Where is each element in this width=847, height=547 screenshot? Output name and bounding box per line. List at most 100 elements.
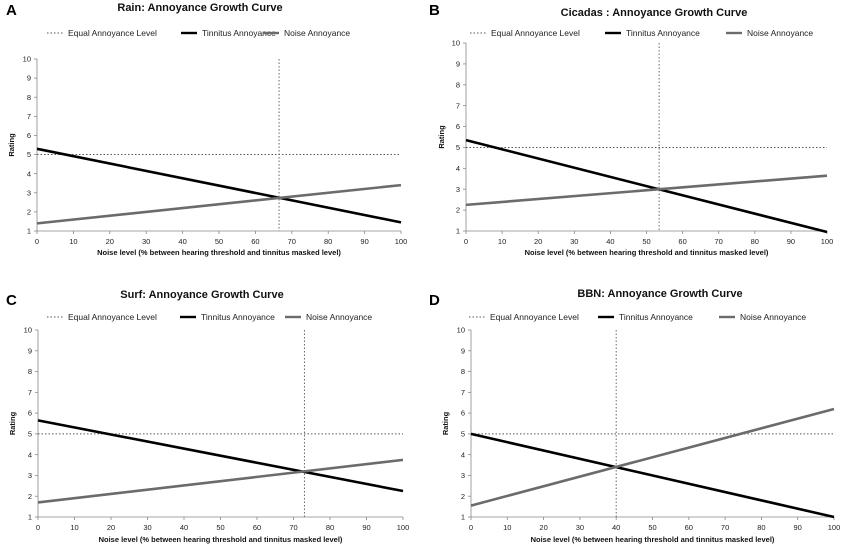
- legend-label-equal-annoyance: Equal Annoyance Level: [68, 312, 157, 322]
- chart-title: Cicadas : Annoyance Growth Curve: [561, 7, 748, 19]
- y-tick-label: 9: [28, 346, 32, 355]
- x-tick-label: 90: [360, 237, 368, 246]
- panel-letter: A: [6, 2, 17, 19]
- y-tick-label: 1: [461, 513, 465, 522]
- x-tick-label: 60: [253, 523, 261, 532]
- y-tick-label: 3: [28, 471, 32, 480]
- panel-letter: D: [429, 292, 440, 309]
- panel-letter: C: [6, 292, 17, 309]
- y-tick-label: 2: [28, 492, 32, 501]
- y-axis-label: Rating: [441, 411, 450, 435]
- y-tick-label: 7: [461, 388, 465, 397]
- series-line-tinnitus-annoyance: [37, 419, 404, 493]
- x-tick-label: 80: [326, 523, 334, 532]
- y-tick-label: 5: [28, 429, 32, 438]
- series-line-tinnitus-annoyance: [36, 147, 402, 224]
- x-tick-label: 70: [715, 237, 723, 246]
- x-tick-label: 10: [503, 523, 511, 532]
- y-tick-label: 7: [28, 388, 32, 397]
- panel-letter: B: [429, 2, 440, 19]
- x-tick-label: 100: [397, 523, 410, 532]
- x-tick-label: 80: [324, 237, 332, 246]
- x-tick-label: 20: [106, 237, 114, 246]
- x-tick-label: 20: [539, 523, 547, 532]
- y-tick-label: 4: [456, 164, 460, 173]
- x-tick-label: 50: [642, 237, 650, 246]
- y-tick-label: 3: [461, 471, 465, 480]
- y-axis-label: Rating: [7, 133, 16, 157]
- x-tick-label: 50: [648, 523, 656, 532]
- legend-label-tinnitus-annoyance: Tinnitus Annoyance: [202, 28, 276, 38]
- y-tick-label: 9: [461, 346, 465, 355]
- x-tick-label: 40: [178, 237, 186, 246]
- y-tick-label: 4: [461, 450, 465, 459]
- legend-label-equal-annoyance: Equal Annoyance Level: [491, 28, 580, 38]
- x-tick-label: 30: [143, 523, 151, 532]
- x-tick-label: 10: [69, 237, 77, 246]
- x-tick-label: 0: [36, 523, 40, 532]
- y-tick-label: 5: [461, 429, 465, 438]
- y-tick-label: 1: [28, 513, 32, 522]
- x-tick-label: 100: [395, 237, 408, 246]
- y-tick-label: 2: [461, 492, 465, 501]
- chart-title: Rain: Annoyance Growth Curve: [117, 2, 282, 14]
- x-axis-label: Noise level (% between hearing threshold…: [97, 248, 341, 257]
- x-tick-label: 0: [35, 237, 39, 246]
- y-tick-label: 8: [28, 367, 32, 376]
- y-tick-label: 10: [24, 326, 32, 335]
- x-tick-label: 30: [142, 237, 150, 246]
- legend-label-noise-annoyance: Noise Annoyance: [747, 28, 813, 38]
- legend-label-noise-annoyance: Noise Annoyance: [740, 312, 806, 322]
- y-tick-label: 5: [456, 143, 460, 152]
- x-tick-label: 40: [612, 523, 620, 532]
- x-tick-label: 10: [498, 237, 506, 246]
- y-axis-label: Rating: [8, 411, 17, 435]
- legend-label-noise-annoyance: Noise Annoyance: [306, 312, 372, 322]
- x-axis-label: Noise level (% between hearing threshold…: [99, 535, 343, 544]
- y-tick-label: 8: [27, 93, 31, 102]
- y-tick-label: 6: [27, 131, 31, 140]
- x-tick-label: 30: [570, 237, 578, 246]
- panel-b: B Cicadas : Annoyance Growth Curve Equal A…: [429, 2, 833, 257]
- y-tick-label: 7: [27, 112, 31, 121]
- legend-label-noise-annoyance: Noise Annoyance: [284, 28, 350, 38]
- series-line-noise-annoyance: [36, 183, 402, 225]
- x-tick-label: 90: [794, 523, 802, 532]
- panel-a: A Rain: Annoyance Growth Curve Equal Annoy…: [6, 2, 407, 257]
- series-line-noise-annoyance: [465, 174, 828, 207]
- y-axis-label: Rating: [437, 125, 446, 149]
- series-line-noise-annoyance: [37, 458, 404, 504]
- x-tick-label: 70: [288, 237, 296, 246]
- y-tick-label: 1: [27, 227, 31, 236]
- series-line-tinnitus-annoyance: [465, 138, 828, 234]
- y-tick-label: 6: [28, 409, 32, 418]
- x-tick-label: 90: [787, 237, 795, 246]
- x-tick-label: 80: [751, 237, 759, 246]
- y-tick-label: 2: [27, 207, 31, 216]
- y-tick-label: 8: [456, 80, 460, 89]
- y-tick-label: 4: [28, 450, 32, 459]
- x-tick-label: 60: [251, 237, 259, 246]
- y-tick-label: 9: [456, 59, 460, 68]
- x-tick-label: 0: [469, 523, 473, 532]
- panel-d: D BBN: Annoyance Growth Curve Equal Annoya…: [429, 288, 840, 544]
- x-tick-label: 60: [685, 523, 693, 532]
- legend-label-equal-annoyance: Equal Annoyance Level: [490, 312, 579, 322]
- legend-label-tinnitus-annoyance: Tinnitus Annoyance: [626, 28, 700, 38]
- y-tick-label: 5: [27, 150, 31, 159]
- x-axis-label: Noise level (% between hearing threshold…: [531, 535, 775, 544]
- y-tick-label: 10: [23, 55, 31, 64]
- x-tick-label: 100: [821, 237, 834, 246]
- y-tick-label: 10: [457, 326, 465, 335]
- y-tick-label: 2: [456, 206, 460, 215]
- x-tick-label: 50: [215, 237, 223, 246]
- x-tick-label: 0: [464, 237, 468, 246]
- y-tick-label: 1: [456, 227, 460, 236]
- y-tick-label: 6: [461, 409, 465, 418]
- legend-label-tinnitus-annoyance: Tinnitus Annoyance: [201, 312, 275, 322]
- series-line-tinnitus-annoyance: [470, 432, 835, 519]
- y-tick-label: 7: [456, 101, 460, 110]
- y-tick-label: 9: [27, 74, 31, 83]
- x-axis-label: Noise level (% between hearing threshold…: [525, 248, 769, 257]
